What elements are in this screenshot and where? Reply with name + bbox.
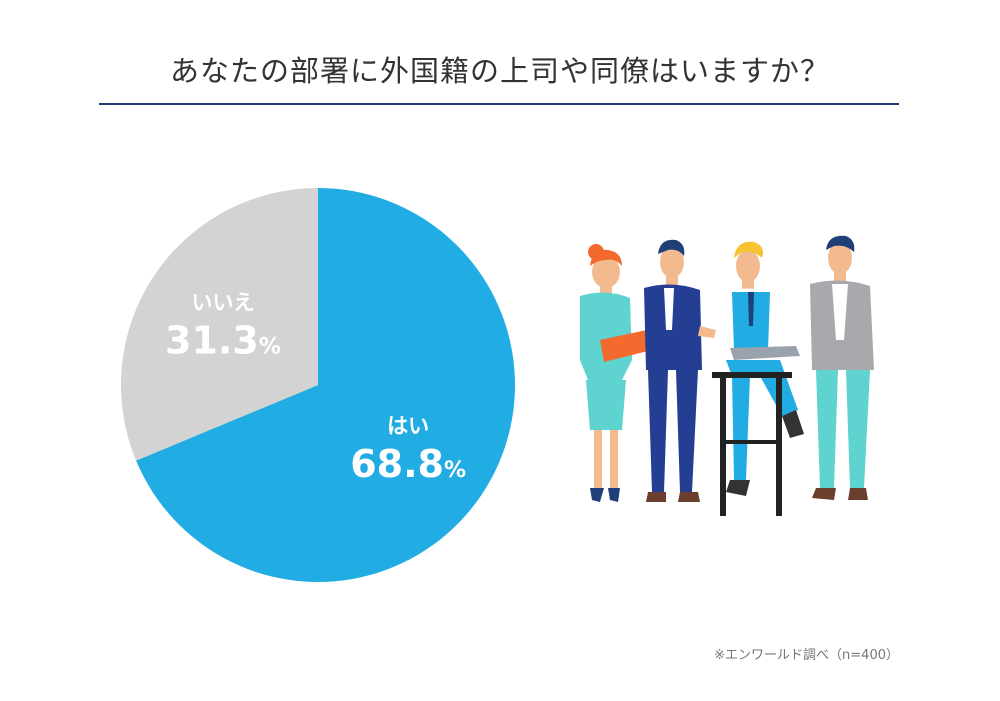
pie-chart: はい 68.8% いいえ 31.3%	[120, 188, 515, 582]
woman-figure	[580, 244, 660, 502]
pie-slice-1	[120, 188, 318, 461]
chart-title: あなたの部署に外国籍の上司や同僚はいますか？	[169, 54, 830, 88]
man-stool-figure	[712, 241, 804, 516]
man-gray-figure	[810, 235, 874, 500]
title-divider	[99, 103, 899, 105]
pie-slice-0	[136, 188, 515, 582]
source-footnote: ※エンワールド調べ（n=400）	[714, 648, 899, 663]
slice-category-label-1: いいえ	[191, 291, 254, 315]
man-navy-figure	[644, 239, 716, 502]
business-people-illustration	[580, 235, 874, 516]
slice-value-label-0: 68.8%	[350, 442, 466, 486]
slice-value-label-1: 31.3%	[165, 319, 281, 363]
slice-category-label-0: はい	[387, 414, 429, 438]
